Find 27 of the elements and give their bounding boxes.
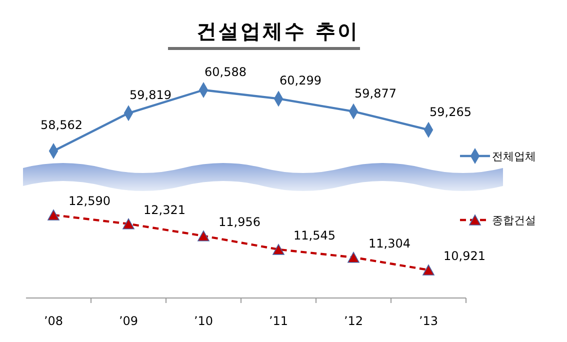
data-label: 59,265 (430, 104, 472, 119)
legend-label: 전체업체 (492, 150, 536, 163)
legend-label: 종합건설 (492, 214, 536, 227)
point (272, 244, 284, 255)
chart-title: 건설업체수 추이 (196, 19, 360, 43)
data-label: 60,588 (204, 65, 246, 79)
point (422, 264, 434, 276)
data-label: 58,562 (40, 118, 82, 132)
data-label: 10,921 (444, 249, 486, 263)
data-label: 11,956 (218, 214, 260, 229)
x-tick-label: ’13 (418, 314, 438, 328)
point (198, 230, 210, 242)
point (348, 252, 360, 263)
point (48, 210, 60, 220)
data-label: 12,321 (144, 202, 186, 217)
data-label: 11,545 (294, 228, 336, 242)
x-tick-label: ’09 (118, 314, 138, 328)
x-tick-label: ’10 (194, 314, 214, 328)
point (122, 218, 134, 230)
data-label: 11,304 (368, 236, 410, 250)
data-label: 60,299 (280, 74, 322, 88)
data-label: 59,877 (354, 86, 396, 100)
data-label: 12,590 (68, 194, 110, 208)
x-tick-label: ’08 (44, 314, 64, 328)
x-tick-label: ’12 (344, 314, 364, 328)
data-label: 59,819 (130, 88, 172, 102)
x-tick-label: ’11 (268, 314, 288, 328)
